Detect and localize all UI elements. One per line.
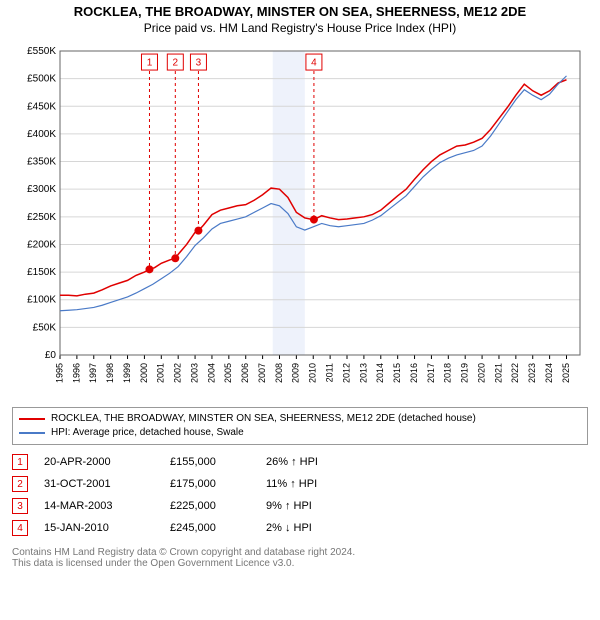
svg-text:1: 1 xyxy=(147,58,153,69)
legend-box: ROCKLEA, THE BROADWAY, MINSTER ON SEA, S… xyxy=(12,407,588,445)
svg-text:2001: 2001 xyxy=(156,363,166,383)
svg-text:2020: 2020 xyxy=(476,363,486,383)
svg-text:£500K: £500K xyxy=(27,74,56,85)
event-date: 15-JAN-2010 xyxy=(44,522,154,534)
svg-text:£300K: £300K xyxy=(27,184,56,195)
svg-text:2000: 2000 xyxy=(139,363,149,383)
svg-text:2006: 2006 xyxy=(240,363,250,383)
chart-svg: £0 £50K £100K £150K £200K £250K £300K £350K £400… xyxy=(10,41,590,401)
event-row: 4 15-JAN-2010 £245,000 2% ↓ HPI xyxy=(12,517,588,539)
svg-text:2015: 2015 xyxy=(392,363,402,383)
event-row: 3 14-MAR-2003 £225,000 9% ↑ HPI xyxy=(12,495,588,517)
chart-title-line1: ROCKLEA, THE BROADWAY, MINSTER ON SEA, S… xyxy=(0,4,600,19)
event-pct: 2% ↓ HPI xyxy=(266,522,376,534)
event-row: 2 31-OCT-2001 £175,000 11% ↑ HPI xyxy=(12,473,588,495)
event-price: £175,000 xyxy=(170,478,250,490)
event-price: £245,000 xyxy=(170,522,250,534)
events-table: 1 20-APR-2000 £155,000 26% ↑ HPI 2 31-OC… xyxy=(12,451,588,539)
svg-text:2009: 2009 xyxy=(291,363,301,383)
svg-text:£50K: £50K xyxy=(33,322,57,333)
svg-text:3: 3 xyxy=(196,58,202,69)
event-marker-icon: 4 xyxy=(12,520,28,536)
svg-text:1995: 1995 xyxy=(54,363,64,383)
svg-text:£450K: £450K xyxy=(27,101,56,112)
event-price: £225,000 xyxy=(170,500,250,512)
svg-text:2016: 2016 xyxy=(409,363,419,383)
svg-text:2022: 2022 xyxy=(510,363,520,383)
svg-text:£150K: £150K xyxy=(27,267,56,278)
svg-text:2011: 2011 xyxy=(325,363,335,382)
legend-row: ROCKLEA, THE BROADWAY, MINSTER ON SEA, S… xyxy=(19,412,581,426)
legend-label-1: ROCKLEA, THE BROADWAY, MINSTER ON SEA, S… xyxy=(51,412,476,426)
event-date: 20-APR-2000 xyxy=(44,456,154,468)
svg-text:£200K: £200K xyxy=(27,239,56,250)
svg-text:£0: £0 xyxy=(45,350,57,361)
footer-line1: Contains HM Land Registry data © Crown c… xyxy=(12,547,588,558)
footer-line2: This data is licensed under the Open Gov… xyxy=(12,558,588,569)
svg-text:2025: 2025 xyxy=(561,363,571,383)
svg-text:4: 4 xyxy=(311,58,317,69)
legend-swatch-2 xyxy=(19,432,45,434)
footer-attribution: Contains HM Land Registry data © Crown c… xyxy=(12,547,588,569)
event-price: £155,000 xyxy=(170,456,250,468)
svg-text:£250K: £250K xyxy=(27,212,56,223)
svg-text:£350K: £350K xyxy=(27,157,56,168)
event-pct: 9% ↑ HPI xyxy=(266,500,376,512)
svg-text:2019: 2019 xyxy=(460,363,470,383)
event-marker-icon: 1 xyxy=(12,454,28,470)
legend-label-2: HPI: Average price, detached house, Swal… xyxy=(51,426,244,440)
svg-text:1997: 1997 xyxy=(88,363,98,383)
svg-text:2014: 2014 xyxy=(375,363,385,383)
event-pct: 26% ↑ HPI xyxy=(266,456,376,468)
chart-area: £0 £50K £100K £150K £200K £250K £300K £350K £400… xyxy=(10,41,590,401)
event-row: 1 20-APR-2000 £155,000 26% ↑ HPI xyxy=(12,451,588,473)
svg-text:2005: 2005 xyxy=(223,363,233,383)
svg-text:2002: 2002 xyxy=(173,363,183,383)
svg-text:£550K: £550K xyxy=(27,46,56,57)
svg-text:2024: 2024 xyxy=(544,363,554,383)
legend-swatch-1 xyxy=(19,418,45,420)
svg-text:2004: 2004 xyxy=(206,363,216,383)
chart-title-line2: Price paid vs. HM Land Registry's House … xyxy=(0,21,600,35)
svg-text:2003: 2003 xyxy=(189,363,199,383)
event-marker-icon: 3 xyxy=(12,498,28,514)
svg-text:1996: 1996 xyxy=(71,363,81,383)
svg-text:2023: 2023 xyxy=(527,363,537,383)
svg-text:2008: 2008 xyxy=(274,363,284,383)
legend-row: HPI: Average price, detached house, Swal… xyxy=(19,426,581,440)
event-date: 14-MAR-2003 xyxy=(44,500,154,512)
svg-text:2: 2 xyxy=(173,58,179,69)
event-marker-icon: 2 xyxy=(12,476,28,492)
svg-text:2007: 2007 xyxy=(257,363,267,383)
svg-text:2017: 2017 xyxy=(426,363,436,383)
svg-text:2018: 2018 xyxy=(443,363,453,383)
svg-text:1999: 1999 xyxy=(122,363,132,383)
svg-text:2010: 2010 xyxy=(308,363,318,383)
svg-text:2012: 2012 xyxy=(341,363,351,383)
svg-text:2021: 2021 xyxy=(493,363,503,383)
event-date: 31-OCT-2001 xyxy=(44,478,154,490)
svg-text:2013: 2013 xyxy=(358,363,368,383)
svg-text:£100K: £100K xyxy=(27,295,56,306)
svg-text:1998: 1998 xyxy=(105,363,115,383)
event-pct: 11% ↑ HPI xyxy=(266,478,376,490)
svg-text:£400K: £400K xyxy=(27,129,56,140)
